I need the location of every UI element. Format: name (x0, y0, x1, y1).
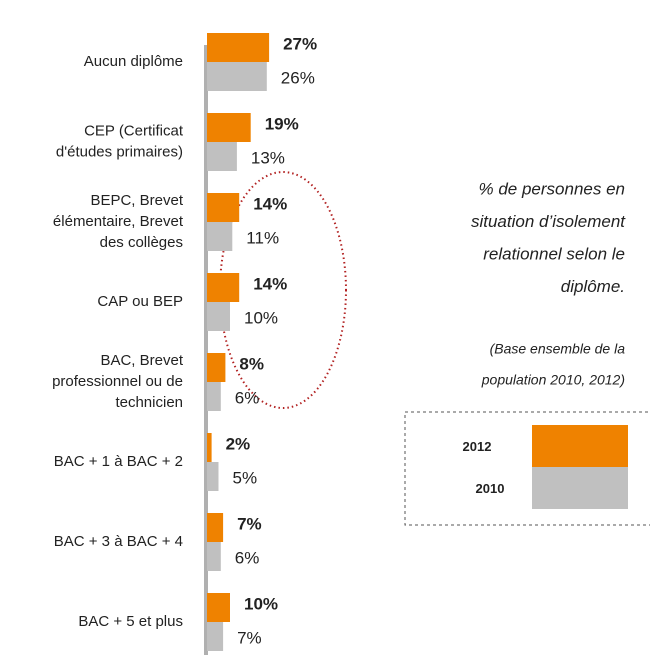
value-label: 7% (237, 515, 262, 534)
value-label: 27% (283, 35, 317, 54)
bar (207, 222, 233, 251)
bar (207, 113, 251, 142)
bar (207, 142, 237, 171)
category-label: Aucun diplôme (84, 53, 183, 70)
category-label: CAP ou BEP (97, 293, 183, 310)
legend-label: 2010 (476, 481, 505, 496)
legend-swatch (532, 467, 628, 509)
bar (207, 193, 240, 222)
value-label: 8% (239, 355, 264, 374)
legend-swatch (532, 425, 628, 467)
bar (207, 433, 212, 462)
legend-box (404, 411, 650, 526)
value-label: 14% (253, 275, 287, 294)
value-label: 26% (281, 69, 315, 88)
category-label: BEPC, Brevet élémentaire, Brevet des collè… (53, 192, 184, 251)
bar (207, 622, 224, 651)
bar (207, 62, 267, 91)
value-label: 14% (253, 195, 287, 214)
category-label: BAC, Brevet professionnel ou de technicien (52, 352, 184, 411)
bar (207, 593, 230, 622)
bar (207, 353, 226, 382)
bar (207, 273, 240, 302)
value-label: 10% (244, 309, 278, 328)
category-label: BAC + 5 et plus (78, 613, 183, 630)
value-label: 13% (251, 149, 285, 168)
bar (207, 542, 221, 571)
value-label: 7% (237, 629, 262, 648)
chart-subtitle: (Base ensemble de la population 2010, 201… (481, 340, 625, 387)
value-label: 11% (246, 229, 279, 248)
value-label: 6% (235, 389, 260, 408)
value-label: 5% (233, 469, 258, 488)
value-label: 6% (235, 549, 260, 568)
bar (207, 382, 221, 411)
value-label: 2% (226, 435, 251, 454)
chart-title: % de personnes en situation d’isolement re… (471, 180, 626, 297)
highlight-ellipse (219, 171, 347, 409)
bar (207, 302, 230, 331)
legend-label: 2012 (463, 439, 492, 454)
category-label: BAC + 1 à BAC + 2 (54, 453, 183, 470)
category-label: BAC + 3 à BAC + 4 (54, 533, 183, 550)
bar (207, 462, 219, 491)
value-label: 19% (265, 115, 299, 134)
bar (207, 513, 224, 542)
value-label: 10% (244, 595, 278, 614)
bar (207, 33, 270, 62)
category-label: CEP (Certificat d'études primaires) (56, 122, 184, 160)
